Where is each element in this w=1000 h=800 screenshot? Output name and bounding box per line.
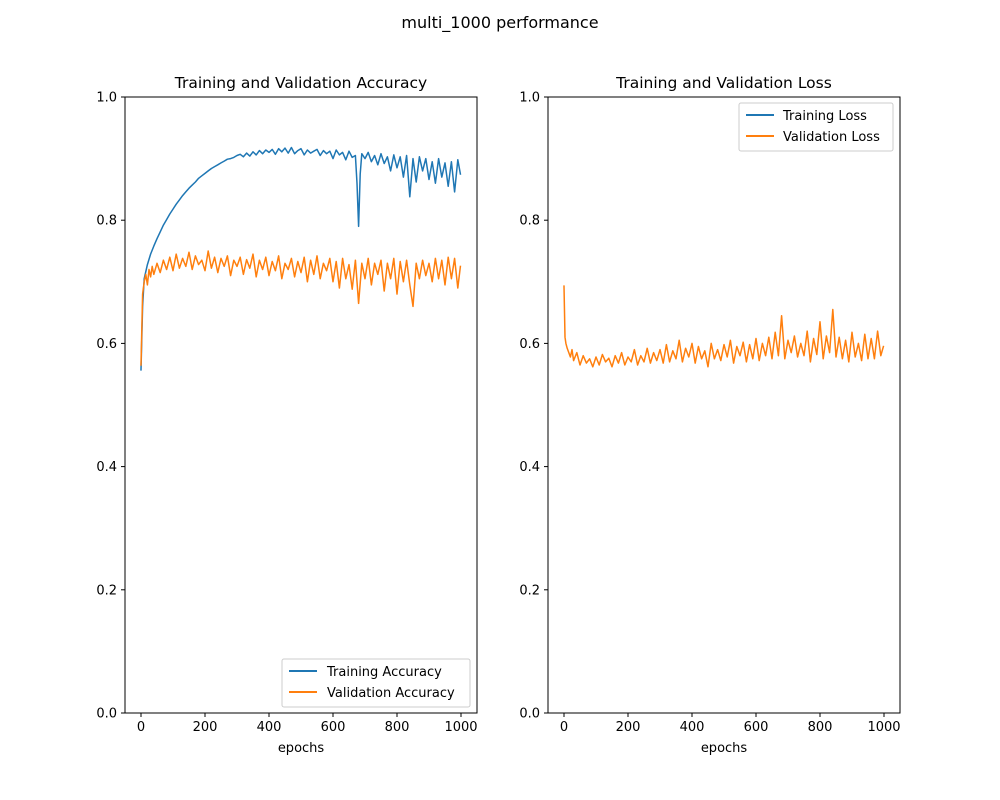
accuracy-legend: Training Accuracy Validation Accuracy: [281, 658, 471, 708]
loss-axis-ticks: 0 200 400 600 800 1000 0.0 0.2 0.4 0.6 0.8 1.0: [519, 91, 900, 736]
accuracy-x-tick-label: 400: [257, 720, 282, 735]
accuracy-y-tick-label: 0.2: [96, 583, 117, 598]
loss-x-tick-label: 0: [560, 720, 568, 735]
legend-label-training-accuracy: Training Accuracy: [326, 665, 442, 680]
loss-x-tick-label: 200: [616, 720, 641, 735]
loss-plot-frame: [547, 96, 901, 714]
accuracy-plot-frame: [124, 96, 478, 714]
loss-y-tick-label: 1.0: [519, 91, 540, 106]
loss-series-lines: [563, 285, 885, 368]
loss-y-tick-label: 0.4: [519, 460, 540, 475]
accuracy-y-tick-label: 1.0: [96, 91, 117, 106]
accuracy-y-tick-label: 0.6: [96, 337, 117, 352]
accuracy-x-tick-label: 0: [137, 720, 145, 735]
accuracy-y-tick-label: 0.4: [96, 460, 117, 475]
accuracy-x-axis-label: epochs: [278, 741, 325, 756]
legend-label-validation-accuracy: Validation Accuracy: [327, 686, 455, 701]
loss-chart: Training and Validation Loss 0 200 400 600 8…: [519, 74, 900, 756]
series-line-validation-loss: [563, 285, 885, 368]
series-line-validation-accuracy: [140, 250, 462, 366]
loss-y-tick-label: 0.0: [519, 707, 540, 722]
accuracy-x-tick-label: 600: [321, 720, 346, 735]
legend-label-training-loss: Training Loss: [782, 109, 867, 124]
series-line-training-accuracy: [140, 146, 462, 371]
loss-legend-box: [738, 102, 894, 152]
accuracy-x-tick-label: 1000: [444, 720, 477, 735]
loss-chart-title: Training and Validation Loss: [615, 74, 832, 92]
accuracy-legend-box: [281, 658, 471, 708]
accuracy-y-tick-label: 0.0: [96, 707, 117, 722]
loss-y-tick-label: 0.6: [519, 337, 540, 352]
accuracy-x-tick-label: 200: [193, 720, 218, 735]
loss-x-axis-label: epochs: [701, 741, 748, 756]
accuracy-axis-ticks: 0 200 400 600 800 1000 0.0 0.2 0.4 0.6 0.8 1.0: [96, 91, 477, 736]
accuracy-y-tick-label: 0.8: [96, 214, 117, 229]
loss-legend: Training Loss Validation Loss: [738, 102, 894, 152]
accuracy-chart-title: Training and Validation Accuracy: [174, 74, 427, 92]
accuracy-chart: Training and Validation Accuracy 0 200 400…: [96, 74, 477, 756]
figure-suptitle: multi_1000 performance: [401, 13, 598, 33]
accuracy-series-lines: [140, 146, 462, 371]
accuracy-x-tick-label: 800: [385, 720, 410, 735]
loss-x-tick-label: 1000: [867, 720, 900, 735]
loss-x-tick-label: 400: [680, 720, 705, 735]
loss-x-tick-label: 800: [808, 720, 833, 735]
legend-label-validation-loss: Validation Loss: [783, 130, 880, 145]
loss-y-tick-label: 0.2: [519, 583, 540, 598]
loss-y-tick-label: 0.8: [519, 214, 540, 229]
loss-x-tick-label: 600: [744, 720, 769, 735]
